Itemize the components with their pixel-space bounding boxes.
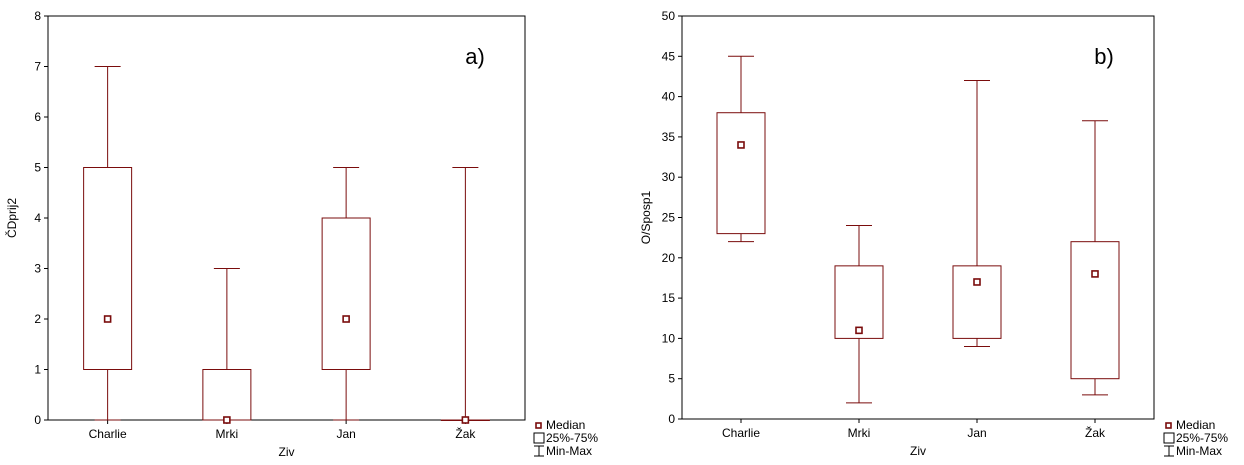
box-mrki	[834, 225, 884, 404]
box-charlie	[83, 66, 133, 421]
iqr-box	[321, 217, 371, 370]
x-tick-label: Jan	[967, 426, 986, 440]
y-axis-label: ČDprij2	[4, 198, 19, 238]
y-axis-label: O/Sposp1	[639, 190, 653, 244]
x-tick-label: Mrki	[216, 427, 239, 441]
legend-median-label: Median	[546, 418, 585, 432]
median-marker	[223, 416, 231, 424]
legend-median-marker	[1165, 422, 1172, 429]
box-plot-panel-b: 0 5 10 15 20 25 30 35 40 45 50 Charlie Mrki Jan Žak Ziv…	[639, 9, 1228, 458]
iqr-box	[952, 265, 1002, 339]
box-ak	[1070, 120, 1120, 396]
y-tick-label: 15	[662, 291, 676, 305]
y-tick-label: 5	[34, 161, 41, 175]
y-tick-label: 50	[662, 9, 676, 23]
y-tick-label: 3	[34, 262, 41, 276]
iqr-box	[1070, 241, 1120, 380]
iqr-box	[202, 369, 252, 421]
x-tick-label: Mrki	[848, 426, 871, 440]
x-tick-label: Charlie	[89, 427, 127, 441]
box-mrki	[202, 268, 252, 424]
y-tick-label: 20	[662, 251, 676, 265]
panel-label: b)	[1094, 44, 1114, 69]
median-marker	[461, 416, 470, 424]
y-tick-label: 8	[34, 9, 41, 23]
y-tick-label: 0	[34, 413, 41, 427]
iqr-box	[834, 265, 884, 339]
legend-box-label: 25%-75%	[1176, 431, 1228, 445]
box-ak	[440, 167, 490, 424]
legend-median-marker	[535, 422, 542, 429]
box-jan	[321, 167, 371, 421]
y-tick-label: 5	[668, 372, 675, 386]
box-jan	[952, 79, 1002, 347]
y-tick-label: 45	[662, 49, 676, 63]
y-tick-label: 40	[662, 90, 676, 104]
y-tick-label: 25	[662, 211, 676, 225]
plot-frame	[47, 15, 526, 421]
x-tick-label: Žak	[455, 426, 476, 441]
box-charlie	[716, 55, 766, 243]
iqr-box	[716, 112, 766, 235]
y-tick-label: 1	[34, 363, 41, 377]
y-tick-label: 2	[34, 312, 41, 326]
y-tick-label: 7	[34, 60, 41, 74]
legend-median-label: Median	[1176, 418, 1215, 432]
panel-label: a)	[465, 44, 485, 69]
legend-box-symbol	[1163, 432, 1175, 444]
box-plot-panel-a: 0 1 2 3 4 5 6 7 8 Charlie Mrki Jan Žak Ziv ČDprij2 a) Me…	[4, 9, 598, 459]
y-tick-label: 0	[668, 412, 675, 426]
y-tick-label: 35	[662, 130, 676, 144]
legend-box-symbol	[533, 432, 545, 444]
legend-whisker-label: Min-Max	[1176, 444, 1222, 458]
median-marker	[103, 315, 112, 323]
x-tick-label: Žak	[1085, 425, 1106, 440]
plot-frame	[681, 15, 1155, 420]
median-marker	[973, 278, 981, 286]
median-marker	[1091, 270, 1099, 278]
legend-box-label: 25%-75%	[546, 431, 598, 445]
y-tick-label: 4	[34, 211, 41, 225]
median-marker	[737, 141, 745, 149]
y-tick-label: 6	[34, 110, 41, 124]
y-tick-label: 30	[662, 170, 676, 184]
x-axis-label: Ziv	[279, 445, 295, 459]
x-tick-label: Charlie	[722, 426, 760, 440]
x-axis-label: Ziv	[910, 444, 926, 458]
y-tick-label: 10	[662, 331, 676, 345]
x-tick-label: Jan	[336, 427, 355, 441]
iqr-box	[83, 167, 133, 370]
legend-whisker-label: Min-Max	[546, 444, 592, 458]
median-marker	[342, 315, 350, 323]
median-marker	[855, 326, 863, 335]
